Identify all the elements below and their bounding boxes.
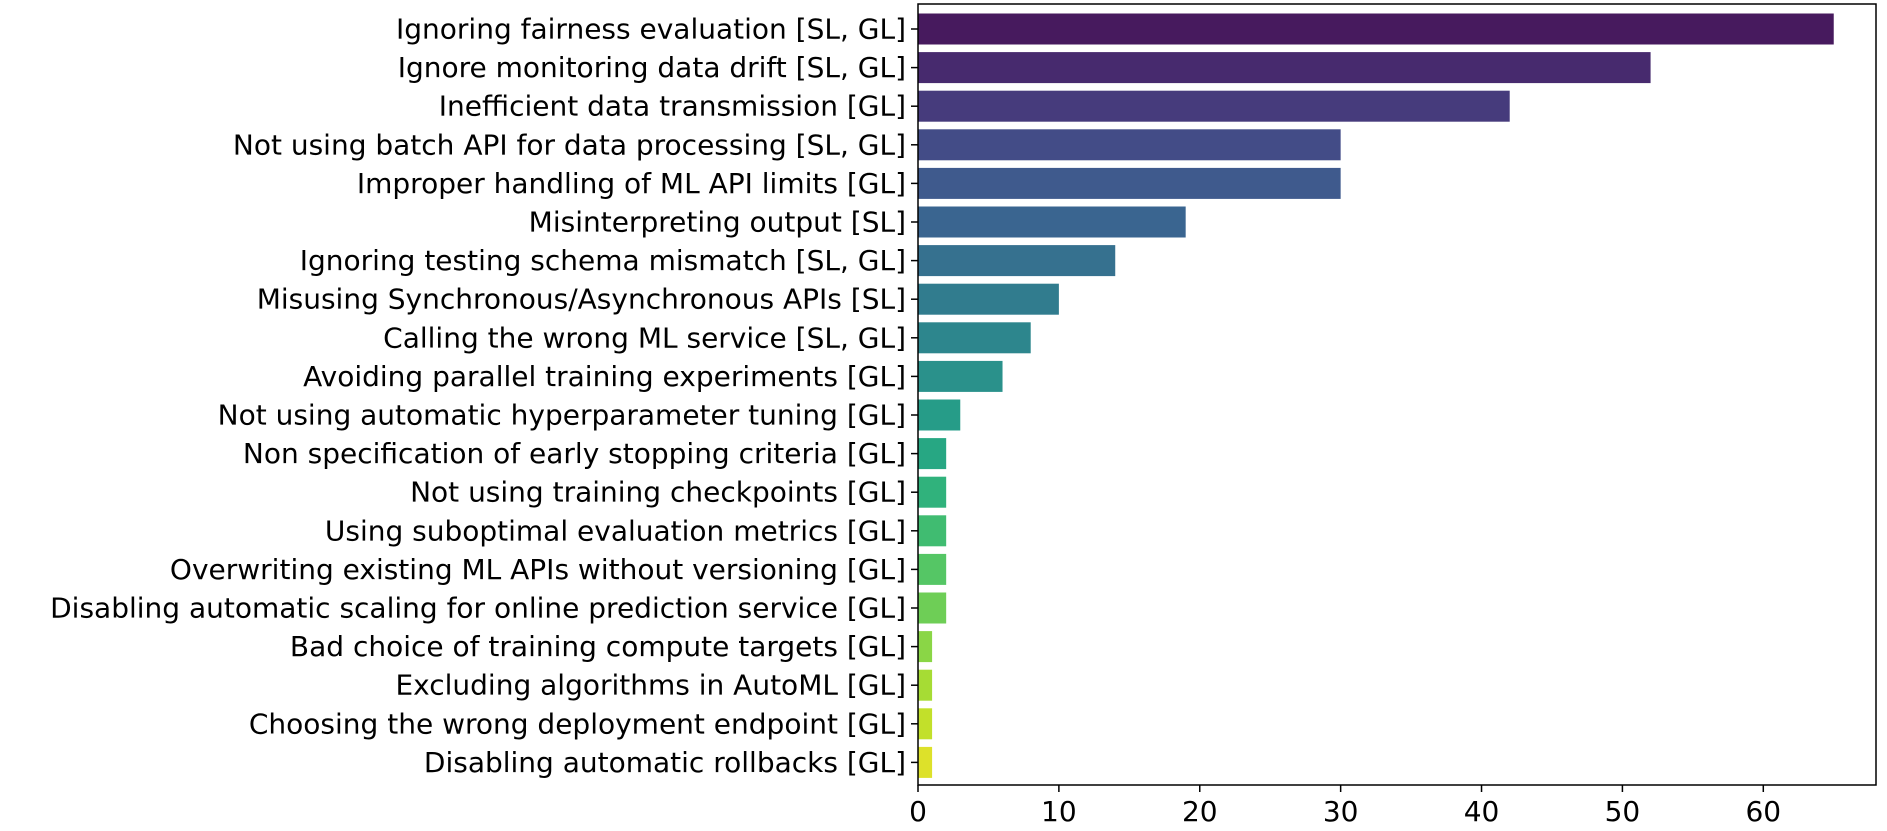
- bar: [918, 167, 1341, 199]
- bar: [918, 592, 947, 624]
- bar: [918, 553, 947, 585]
- category-label: Using suboptimal evaluation metrics [GL]: [325, 514, 906, 547]
- x-tick-label: 50: [1605, 795, 1641, 828]
- category-label: Excluding algorithms in AutoML [GL]: [395, 669, 906, 702]
- category-label: Not using training checkpoints [GL]: [410, 476, 906, 509]
- x-tick-label: 40: [1464, 795, 1500, 828]
- bar: [918, 283, 1059, 315]
- bar: [918, 129, 1341, 161]
- x-tick-label: 20: [1182, 795, 1218, 828]
- bar: [918, 360, 1003, 392]
- bar: [918, 322, 1031, 354]
- category-label: Choosing the wrong deployment endpoint […: [249, 707, 906, 740]
- x-tick-label: 0: [909, 795, 927, 828]
- axes-frame: [917, 3, 1877, 786]
- category-labels: Ignoring fairness evaluation [SL, GL] Ign…: [50, 13, 906, 779]
- bar: [918, 476, 947, 508]
- category-label: Bad choice of training compute targets […: [290, 630, 906, 663]
- category-label: Non specification of early stopping crit…: [243, 437, 906, 470]
- category-label: Improper handling of ML API limits [GL]: [357, 167, 906, 200]
- bar: [918, 515, 947, 547]
- category-label: Not using batch API for data processing …: [233, 128, 906, 161]
- category-label: Overwriting existing ML APIs without ver…: [170, 553, 906, 586]
- bar: [918, 90, 1510, 122]
- bar: [918, 206, 1186, 238]
- category-label: Not using automatic hyperparameter tunin…: [218, 399, 906, 432]
- category-label: Inefficient data transmission [GL]: [439, 90, 906, 123]
- category-label: Disabling automatic rollbacks [GL]: [424, 746, 906, 779]
- category-label: Ignore monitoring data drift [SL, GL]: [398, 51, 906, 84]
- bar: [918, 746, 933, 778]
- bar: [918, 245, 1116, 277]
- category-label: Avoiding parallel training experiments […: [303, 360, 906, 393]
- bar: [918, 52, 1651, 84]
- x-axis-ticks: 0 10 20 30 40 50 60: [909, 785, 1781, 828]
- axes: [911, 3, 1877, 786]
- bar: [918, 399, 961, 431]
- category-label: Disabling automatic scaling for online p…: [50, 592, 906, 625]
- bar: [918, 13, 1834, 45]
- bar: [918, 631, 933, 663]
- category-label: Misinterpreting output [SL]: [529, 206, 906, 239]
- x-tick-label: 30: [1323, 795, 1359, 828]
- category-label: Misusing Synchronous/Asynchronous APIs […: [257, 283, 906, 316]
- x-tick-label: 10: [1041, 795, 1077, 828]
- bar: [918, 708, 933, 740]
- category-label: Ignoring testing schema mismatch [SL, GL…: [300, 244, 906, 277]
- category-label: Calling the wrong ML service [SL, GL]: [383, 321, 906, 354]
- category-label: Ignoring fairness evaluation [SL, GL]: [396, 13, 906, 46]
- bar: [918, 669, 933, 701]
- bar: [918, 438, 947, 470]
- x-tick-label: 60: [1745, 795, 1781, 828]
- bars-layer: [918, 13, 1834, 778]
